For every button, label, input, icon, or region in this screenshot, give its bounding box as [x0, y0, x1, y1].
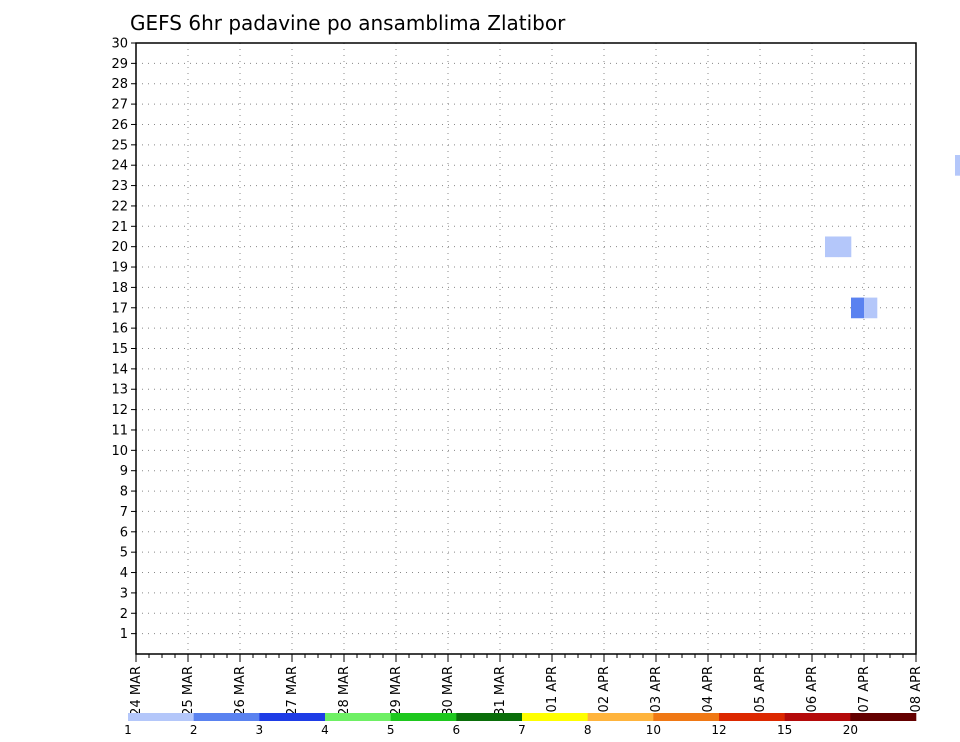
- colorbar-swatch: [259, 713, 326, 721]
- y-tick-label: 15: [111, 342, 128, 357]
- colorbar-label: 20: [843, 723, 858, 737]
- x-tick-label: 26 MAR: [233, 666, 248, 716]
- y-tick-label: 6: [120, 525, 128, 540]
- heatmap-cell: [955, 155, 960, 176]
- x-tick-label: 03 APR: [649, 666, 664, 712]
- x-tick-label: 01 APR: [545, 666, 560, 712]
- colorbar-swatch: [193, 713, 260, 721]
- y-tick-label: 2: [120, 607, 128, 622]
- colorbar-swatch: [325, 713, 391, 721]
- y-tick-label: 25: [111, 138, 128, 153]
- colorbar-label: 12: [711, 723, 726, 737]
- heatmap-cell: [851, 297, 865, 319]
- x-tick-label: 08 APR: [909, 666, 924, 712]
- y-tick-label: 24: [111, 159, 128, 174]
- y-tick-label: 4: [120, 566, 128, 581]
- y-tick-label: 8: [120, 485, 128, 500]
- heatmap-cell: [864, 297, 878, 319]
- y-tick-label: 11: [111, 423, 128, 438]
- y-tick-label: 5: [120, 546, 128, 561]
- y-tick-label: 17: [111, 301, 128, 316]
- y-tick-label: 7: [120, 505, 128, 520]
- colorbar-swatch: [390, 713, 457, 721]
- colorbar-label: 5: [387, 723, 395, 737]
- colorbar-label: 8: [584, 723, 592, 737]
- y-tick-label: 3: [120, 586, 128, 601]
- y-tick-label: 29: [111, 57, 128, 72]
- x-tick-label: 06 APR: [805, 666, 820, 712]
- colorbar-swatch: [456, 713, 523, 721]
- x-tick-label: 31 MAR: [493, 666, 508, 716]
- colorbar: 1 2 3 4 5 6 7 8 10 12 15 20: [124, 713, 917, 737]
- y-tick-label: 21: [111, 220, 128, 235]
- y-tick-label: 14: [111, 362, 128, 377]
- colorbar-swatch: [587, 713, 654, 721]
- y-tick-label: 18: [111, 281, 128, 296]
- y-tick-label: 1: [120, 627, 128, 642]
- heatmap-cell: [825, 236, 839, 258]
- colorbar-swatch: [719, 713, 785, 721]
- grid-lines: [136, 42, 916, 654]
- y-axis: 1234567891011121314151617181920212223242…: [111, 37, 136, 642]
- colorbar-swatch: [850, 713, 917, 721]
- colorbar-swatch: [653, 713, 720, 721]
- x-tick-label: 05 APR: [753, 666, 768, 712]
- y-tick-label: 20: [111, 240, 128, 255]
- y-tick-label: 22: [111, 199, 128, 214]
- x-tick-label: 07 APR: [857, 666, 872, 712]
- y-tick-label: 28: [111, 77, 128, 92]
- y-tick-label: 27: [111, 98, 128, 113]
- colorbar-label: 1: [124, 723, 132, 737]
- colorbar-label: 2: [190, 723, 198, 737]
- colorbar-label: 3: [256, 723, 264, 737]
- colorbar-swatch: [522, 713, 588, 721]
- y-tick-label: 9: [120, 464, 128, 479]
- x-tick-label: 25 MAR: [181, 666, 196, 716]
- y-tick-label: 16: [111, 322, 128, 337]
- colorbar-swatch: [784, 713, 851, 721]
- x-tick-label: 28 MAR: [337, 666, 352, 716]
- colorbar-label: 10: [646, 723, 661, 737]
- x-tick-label: 29 MAR: [389, 666, 404, 716]
- colorbar-label: 7: [518, 723, 526, 737]
- colorbar-label: 15: [777, 723, 792, 737]
- heatmap-cell: [838, 236, 852, 258]
- y-tick-label: 30: [111, 37, 128, 52]
- colorbar-label: 6: [453, 723, 461, 737]
- heatmap-cells: [825, 155, 960, 319]
- x-tick-label: 02 APR: [597, 666, 612, 712]
- y-tick-label: 19: [111, 261, 128, 276]
- x-tick-label: 27 MAR: [285, 666, 300, 716]
- x-tick-label: 04 APR: [701, 666, 716, 712]
- x-tick-label: 30 MAR: [441, 666, 456, 716]
- x-axis: 24 MAR 25 MAR 26 MAR 27 MAR 28 MAR 29 MAR 30 M…: [129, 654, 924, 716]
- chart-title: GEFS 6hr padavine po ansamblima Zlatibor: [130, 11, 566, 35]
- x-tick-label: 24 MAR: [129, 666, 144, 716]
- y-tick-label: 23: [111, 179, 128, 194]
- colorbar-label: 4: [321, 723, 329, 737]
- y-tick-label: 13: [111, 383, 128, 398]
- colorbar-swatch: [128, 713, 194, 721]
- y-tick-label: 12: [111, 403, 128, 418]
- y-tick-label: 10: [111, 444, 128, 459]
- y-tick-label: 26: [111, 118, 128, 133]
